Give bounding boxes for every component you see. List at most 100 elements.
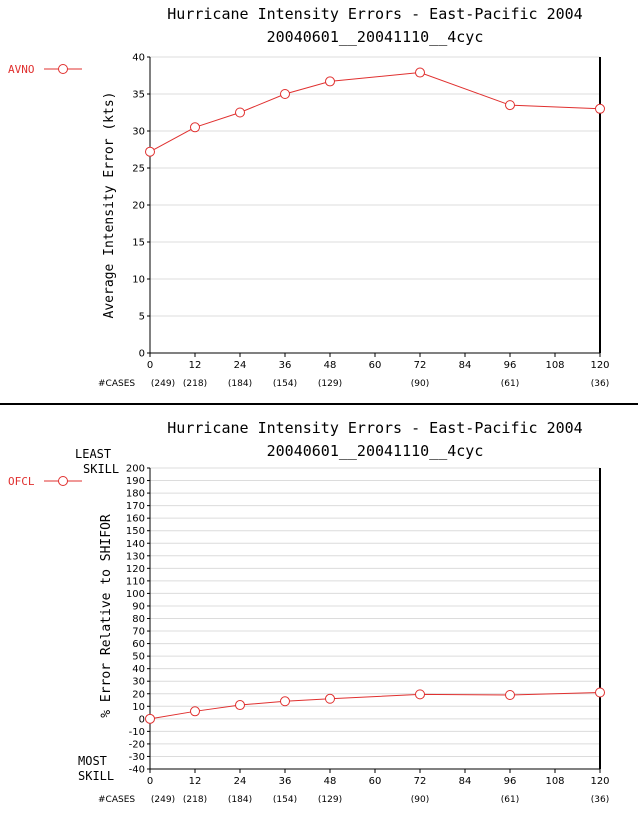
chart-bottom-ticks: -40-30-20-100102030405060708090100110120…	[126, 464, 610, 788]
data-point-avno	[325, 76, 335, 87]
most-skill-line1: MOST	[78, 754, 107, 768]
chart-top-y-axis-label: Average Intensity Error (kts)	[102, 92, 117, 319]
y-tick-label: 160	[126, 514, 145, 525]
cases-row-label: #CASES	[98, 795, 135, 805]
series-line-ofcl	[149, 691, 601, 720]
cases-count: (61)	[501, 795, 519, 805]
legend-marker-avno	[58, 64, 68, 74]
data-point-avno	[145, 146, 155, 157]
chart-top-cases-row: #CASES (249) (218) (184) (154) (129) (90) (61) (…	[98, 379, 609, 389]
data-point-ofcl	[325, 693, 335, 704]
x-tick-label: 84	[459, 776, 472, 787]
data-point-ofcl	[190, 706, 200, 717]
y-tick-label: 5	[139, 312, 145, 323]
chart-bottom-subtitle: 20040601__20041110__4cyc	[267, 442, 484, 460]
cases-count: (184)	[228, 795, 252, 805]
x-tick-label: 96	[504, 776, 517, 787]
legend-label-avno: AVNO	[8, 63, 35, 76]
least-skill-line1: LEAST	[75, 447, 111, 461]
chart-top-grid	[150, 56, 600, 317]
y-tick-label: 15	[132, 238, 145, 249]
data-point-ofcl	[145, 713, 155, 724]
y-tick-label: 60	[132, 639, 145, 650]
y-tick-label: 190	[126, 476, 145, 487]
y-tick-label: 40	[132, 53, 145, 64]
y-tick-label: 150	[126, 526, 145, 537]
data-point-avno	[190, 122, 200, 133]
y-tick-label: -20	[129, 739, 145, 750]
y-tick-label: 30	[132, 127, 145, 138]
x-tick-label: 48	[324, 360, 337, 371]
cases-count: (249)	[151, 795, 175, 805]
chart-bottom: Hurricane Intensity Errors - East-Pacifi…	[8, 419, 610, 805]
y-tick-label: -30	[129, 752, 145, 763]
cases-count: (129)	[318, 379, 342, 389]
cases-count: (129)	[318, 795, 342, 805]
x-tick-label: 60	[369, 776, 382, 787]
data-point-ofcl	[280, 696, 290, 707]
x-tick-label: 24	[234, 360, 247, 371]
x-tick-label: 12	[189, 360, 202, 371]
x-tick-label: 120	[590, 776, 609, 787]
least-skill-line2: SKILL	[83, 462, 119, 476]
chart-top-title: Hurricane Intensity Errors - East-Pacifi…	[167, 5, 582, 23]
y-tick-label: 170	[126, 501, 145, 512]
y-tick-label: 10	[132, 275, 145, 286]
cases-count: (249)	[151, 379, 175, 389]
y-tick-label: 10	[132, 702, 145, 713]
y-tick-label: 70	[132, 627, 145, 638]
cases-count: (154)	[273, 379, 297, 389]
x-tick-label: 96	[504, 360, 517, 371]
y-tick-label: 110	[126, 576, 145, 587]
chart-top-legend: AVNO	[8, 63, 82, 76]
y-tick-label: 40	[132, 664, 145, 675]
x-tick-label: 72	[414, 360, 427, 371]
data-point-avno	[505, 100, 515, 111]
x-tick-label: 48	[324, 776, 337, 787]
chart-bottom-title: Hurricane Intensity Errors - East-Pacifi…	[167, 419, 582, 437]
cases-count: (61)	[501, 379, 519, 389]
x-tick-label: 36	[279, 776, 292, 787]
cases-count: (36)	[591, 795, 609, 805]
y-tick-label: 200	[126, 464, 145, 475]
y-tick-label: 130	[126, 551, 145, 562]
cases-count: (36)	[591, 379, 609, 389]
y-tick-label: 25	[132, 164, 145, 175]
chart-top-ticks: 0 5 10 15 20 25 30 35 40 0 12 24 36 48 60 72 84 96 108 120	[132, 53, 609, 372]
chart-bottom-y-axis-label: % Error Relative to SHIFOR	[99, 514, 114, 718]
cases-count: (90)	[411, 379, 429, 389]
cases-count: (90)	[411, 795, 429, 805]
data-point-avno	[280, 89, 290, 99]
y-tick-label: 120	[126, 564, 145, 575]
y-tick-label: 30	[132, 677, 145, 688]
data-point-ofcl	[415, 689, 425, 700]
chart-bottom-grid	[150, 467, 600, 757]
x-tick-label: 36	[279, 360, 292, 371]
y-tick-label: 0	[139, 714, 145, 725]
x-tick-label: 60	[369, 360, 382, 371]
y-tick-label: 50	[132, 652, 145, 663]
x-tick-label: 12	[189, 776, 202, 787]
x-tick-label: 72	[414, 776, 427, 787]
data-point-avno	[415, 67, 425, 78]
y-tick-label: 20	[132, 689, 145, 700]
series-line-avno	[149, 72, 601, 153]
cases-count: (218)	[183, 795, 207, 805]
cases-count: (184)	[228, 379, 252, 389]
cases-row-label: #CASES	[98, 379, 135, 389]
y-tick-label: 20	[132, 201, 145, 212]
x-tick-label: 0	[147, 360, 153, 371]
y-tick-label: 180	[126, 489, 145, 500]
data-point-avno	[235, 107, 245, 118]
chart-bottom-legend: OFCL	[8, 475, 82, 488]
cases-count: (154)	[273, 795, 297, 805]
y-tick-label: 100	[126, 589, 145, 600]
data-point-avno	[595, 103, 605, 114]
chart-top-subtitle: 20040601__20041110__4cyc	[267, 28, 484, 46]
y-tick-label: 0	[139, 349, 145, 360]
data-point-ofcl	[505, 690, 515, 701]
y-tick-label: 90	[132, 601, 145, 612]
chart-bottom-cases-row: #CASES (249) (218) (184) (154) (129) (90) (61) (…	[98, 795, 609, 805]
x-tick-label: 108	[545, 360, 564, 371]
most-skill-line2: SKILL	[78, 769, 114, 783]
